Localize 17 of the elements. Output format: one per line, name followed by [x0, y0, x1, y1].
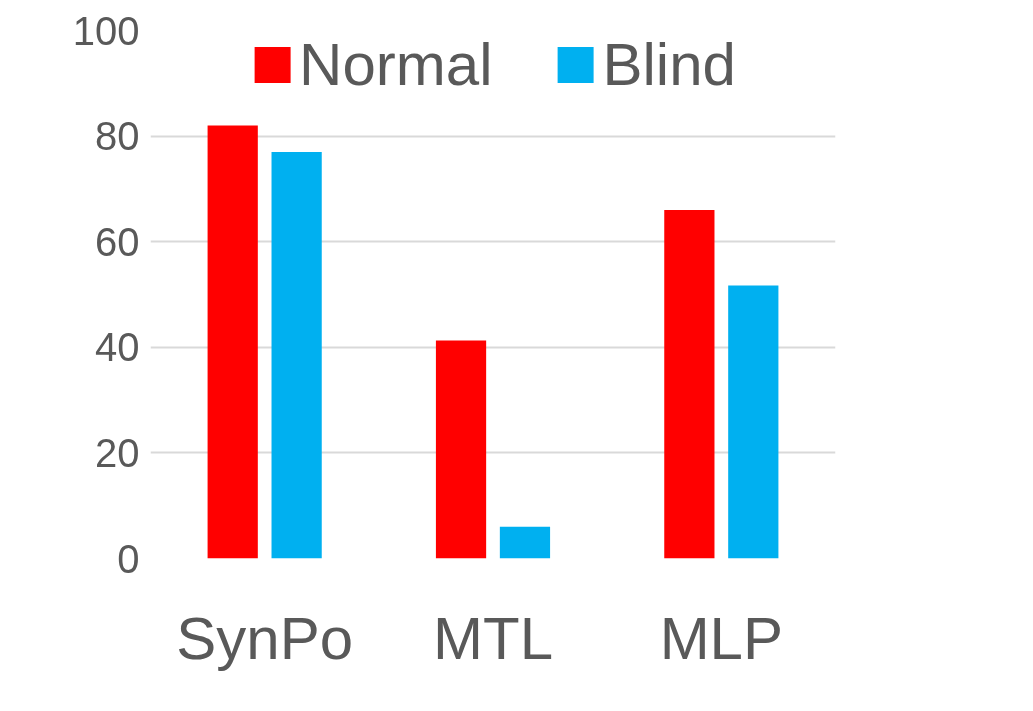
bar — [728, 285, 779, 559]
bar — [435, 340, 487, 559]
y-tick-label: 80 — [95, 114, 140, 159]
x-tick-label: SynPo — [176, 604, 354, 672]
y-tick-label: 20 — [95, 430, 140, 475]
legend-label: Blind — [602, 30, 736, 99]
y-tick-label: 40 — [95, 325, 140, 370]
x-tick-label: MTL — [433, 604, 553, 672]
bar — [499, 526, 551, 559]
bar — [664, 210, 715, 559]
bar — [207, 125, 258, 559]
y-tick-label: 60 — [95, 219, 140, 264]
legend-label: Normal — [299, 30, 493, 99]
y-tick-label: 0 — [117, 536, 140, 581]
bar — [271, 151, 322, 559]
x-tick-label: MLP — [659, 604, 784, 672]
y-tick-label: 100 — [72, 8, 140, 53]
